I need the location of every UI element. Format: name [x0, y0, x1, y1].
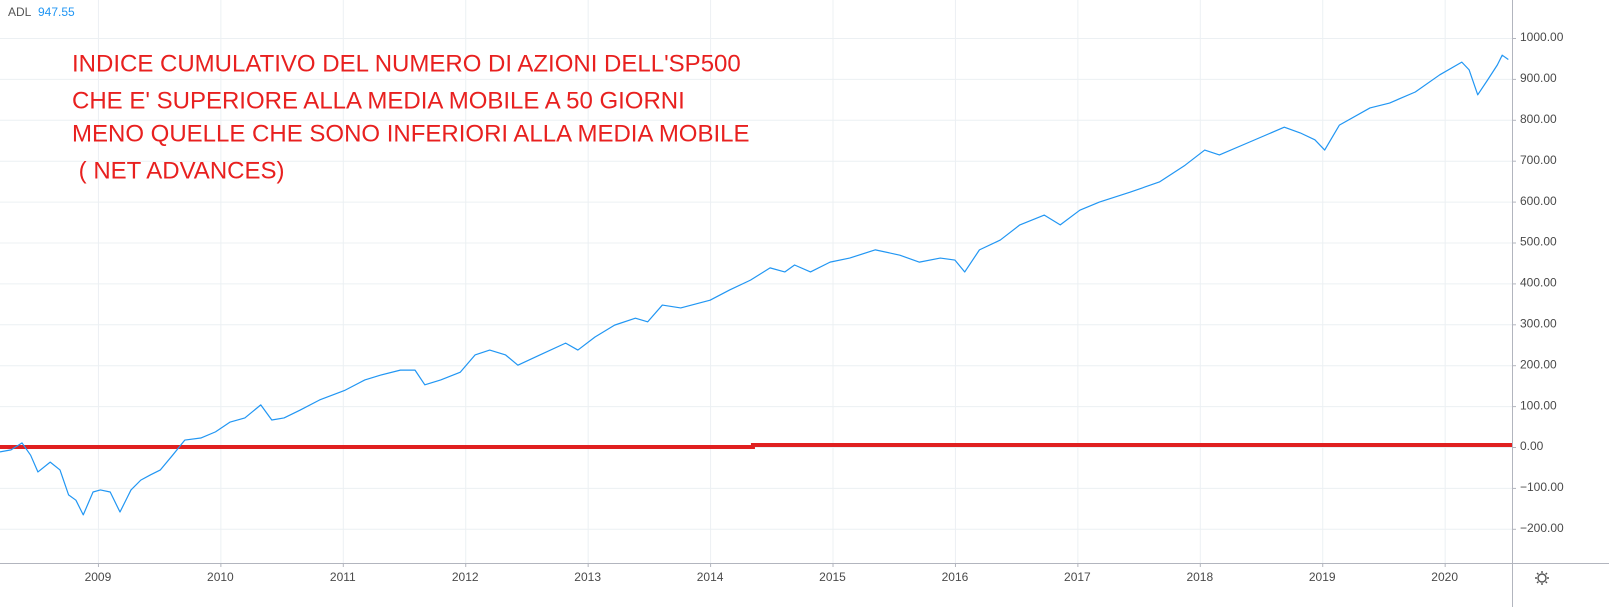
y-tick-label: 600.00 [1520, 194, 1557, 208]
x-tick-label: 2009 [85, 570, 112, 584]
x-tick-label: 2015 [819, 570, 846, 584]
y-tick-label: 1000.00 [1520, 30, 1564, 44]
y-tick-label: 0.00 [1520, 439, 1544, 453]
x-tick-label: 2019 [1309, 570, 1336, 584]
y-tick-label: −100.00 [1520, 480, 1564, 494]
y-tick-label: 100.00 [1520, 398, 1557, 412]
y-tick-label: 500.00 [1520, 235, 1557, 249]
x-tick-label: 2012 [452, 570, 479, 584]
x-tick-label: 2020 [1431, 570, 1458, 584]
x-tick-label: 2014 [697, 570, 724, 584]
y-axis: −200.00 −100.00 0.00 100.00 200.00 300.00 400.… [1512, 30, 1564, 535]
annotation-line: MENO QUELLE CHE SONO INFERIORI ALLA MEDI… [72, 120, 750, 147]
annotation-line: INDICE CUMULATIVO DEL NUMERO DI AZIONI D… [72, 50, 741, 77]
x-tick-label: 2013 [574, 570, 601, 584]
x-tick-label: 2011 [330, 570, 356, 584]
data-line [0, 54, 1509, 516]
legend-name: ADL [8, 5, 32, 19]
y-tick-label: 800.00 [1520, 112, 1557, 126]
annotation-line: CHE E' SUPERIORE ALLA MEDIA MOBILE A 50 … [72, 87, 685, 114]
x-tick-label: 2017 [1064, 570, 1091, 584]
x-axis: 2009 2010 2011 2012 2013 2014 2015 2016 2017 2018… [85, 563, 1458, 584]
reference-line [0, 442, 1512, 450]
annotation: INDICE CUMULATIVO DEL NUMERO DI AZIONI D… [72, 50, 750, 184]
y-tick-label: 300.00 [1520, 316, 1557, 330]
y-tick-label: −200.00 [1520, 521, 1564, 535]
y-tick-label: 400.00 [1520, 276, 1557, 290]
y-tick-label: 900.00 [1520, 71, 1557, 85]
x-tick-label: 2016 [942, 570, 969, 584]
x-tick-label: 2010 [207, 570, 234, 584]
y-tick-label: 700.00 [1520, 153, 1557, 167]
legend-value: 947.55 [38, 5, 75, 19]
x-tick-label: 2018 [1186, 570, 1213, 584]
y-tick-label: 200.00 [1520, 357, 1557, 371]
annotation-line: ( NET ADVANCES) [72, 157, 284, 184]
grid [0, 0, 1512, 563]
plot-area [0, 54, 1512, 516]
settings-icon[interactable] [1535, 571, 1549, 585]
